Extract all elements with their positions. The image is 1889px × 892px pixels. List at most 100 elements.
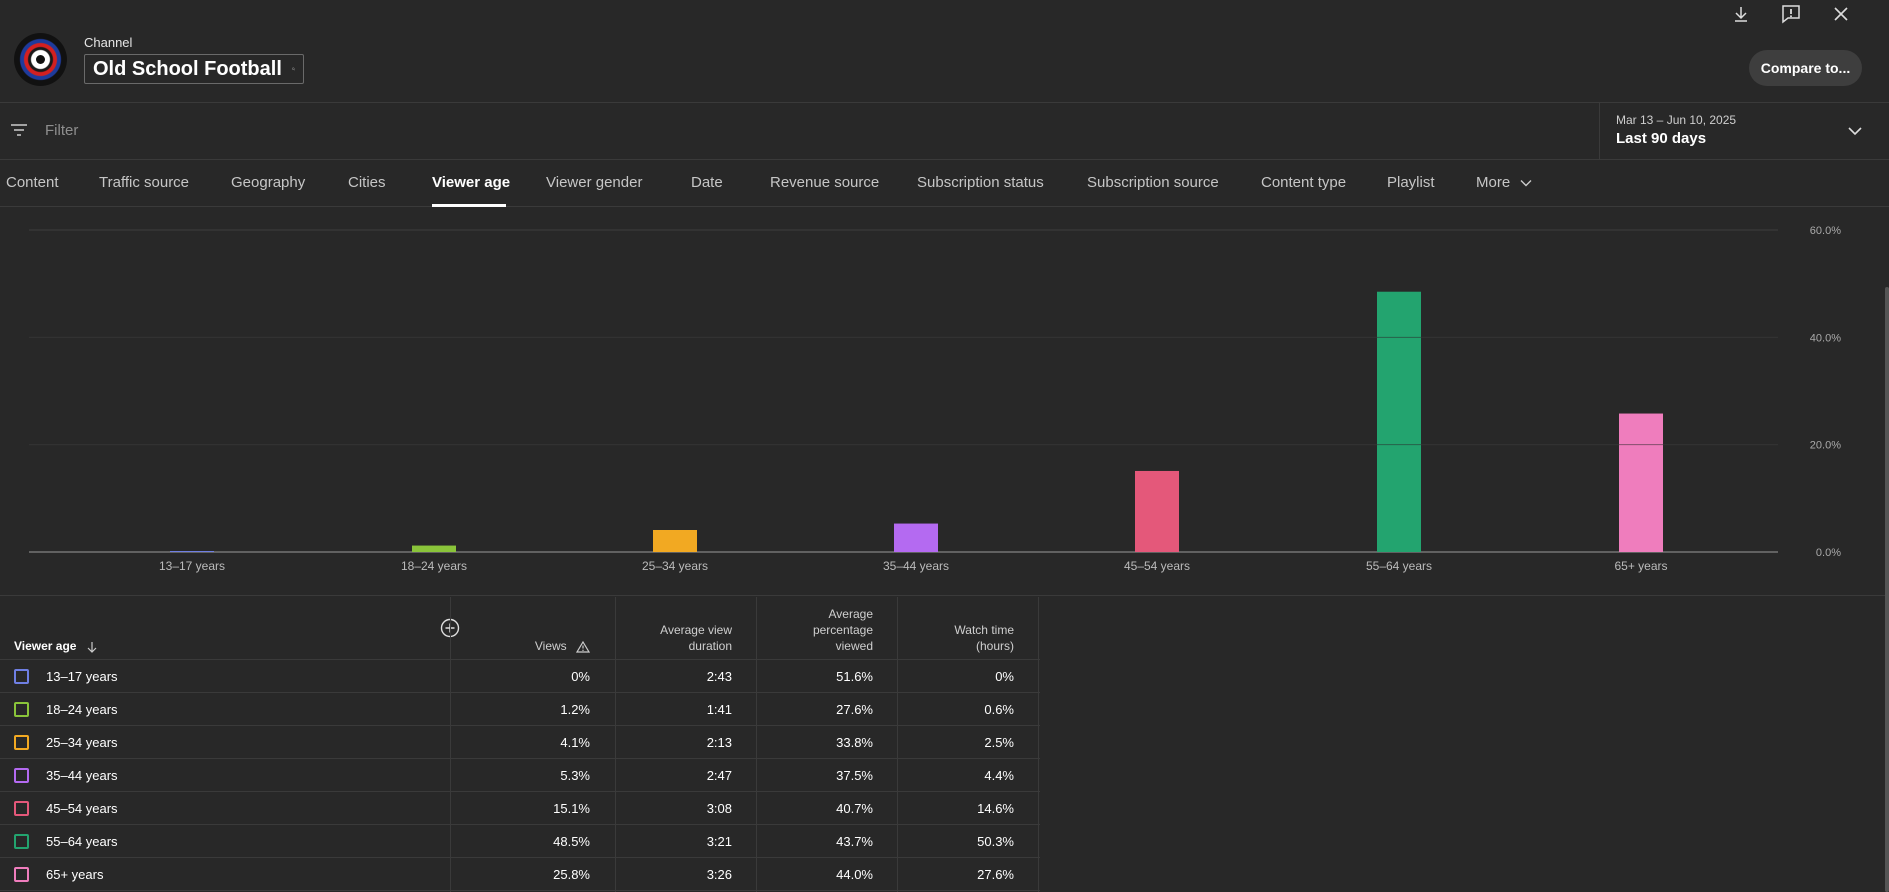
row-label: 55–64 years bbox=[46, 834, 118, 849]
tab-viewer-gender[interactable]: Viewer gender bbox=[546, 174, 643, 191]
date-range-selector[interactable]: Mar 13 – Jun 10, 2025 Last 90 days bbox=[1599, 103, 1889, 160]
channel-name: Old School Football bbox=[93, 57, 282, 80]
tab-playlist[interactable]: Playlist bbox=[1387, 174, 1435, 191]
cell-wt: 50.3% bbox=[977, 834, 1014, 849]
column-header-watch-time[interactable]: Watch time (hours) bbox=[954, 622, 1014, 654]
tab-content[interactable]: Content bbox=[6, 174, 59, 191]
tab-subscription-status[interactable]: Subscription status bbox=[917, 174, 1044, 191]
row-label: 35–44 years bbox=[46, 768, 118, 783]
column-header-line: Average bbox=[828, 607, 873, 621]
cell-avd: 3:26 bbox=[706, 867, 732, 882]
tab-viewer-age[interactable]: Viewer age bbox=[432, 174, 511, 191]
column-divider bbox=[615, 597, 616, 892]
row-label: 13–17 years bbox=[46, 669, 118, 684]
cell-views: 5.3% bbox=[560, 768, 590, 783]
feedback-icon[interactable] bbox=[1779, 2, 1803, 26]
filter-input[interactable]: Filter bbox=[45, 122, 79, 139]
row-label: 45–54 years bbox=[46, 801, 118, 816]
sort-down-icon bbox=[87, 641, 97, 653]
bar[interactable] bbox=[653, 529, 697, 552]
bar[interactable] bbox=[1619, 413, 1663, 552]
cell-views: 4.1% bbox=[560, 735, 590, 750]
bar[interactable] bbox=[1135, 470, 1179, 552]
tab-more[interactable]: More bbox=[1476, 174, 1532, 191]
x-tick-label: 13–17 years bbox=[159, 559, 225, 573]
cell-wt: 2.5% bbox=[984, 735, 1014, 750]
filter-icon[interactable] bbox=[10, 122, 28, 138]
tab-date[interactable]: Date bbox=[691, 174, 723, 191]
column-divider bbox=[756, 597, 757, 892]
column-header-line: percentage bbox=[812, 623, 873, 637]
table-row[interactable]: 65+ years 25.8% 3:26 44.0% 27.6% bbox=[0, 858, 1040, 891]
row-checkbox[interactable] bbox=[14, 867, 29, 882]
row-checkbox[interactable] bbox=[14, 768, 29, 783]
cell-apv: 33.8% bbox=[836, 735, 873, 750]
row-checkbox[interactable] bbox=[14, 834, 29, 849]
download-icon[interactable] bbox=[1729, 2, 1753, 26]
bar[interactable] bbox=[894, 523, 938, 552]
filter-bar: Filter Mar 13 – Jun 10, 2025 Last 90 day… bbox=[0, 103, 1889, 160]
row-label: 25–34 years bbox=[46, 735, 118, 750]
bar[interactable] bbox=[1377, 291, 1421, 552]
cell-wt: 14.6% bbox=[977, 801, 1014, 816]
table-row[interactable]: 25–34 years 4.1% 2:13 33.8% 2.5% bbox=[0, 726, 1040, 759]
cell-wt: 0.6% bbox=[984, 702, 1014, 717]
active-tab-indicator bbox=[432, 204, 506, 207]
x-tick-label: 45–54 years bbox=[1124, 559, 1190, 573]
bar[interactable] bbox=[170, 551, 214, 552]
column-header-avg-view-duration[interactable]: Average view duration bbox=[660, 622, 732, 654]
close-icon[interactable] bbox=[1829, 2, 1853, 26]
bar[interactable] bbox=[412, 545, 456, 552]
date-range-text: Mar 13 – Jun 10, 2025 bbox=[1616, 113, 1737, 127]
warning-icon bbox=[575, 640, 591, 653]
tab-content-type[interactable]: Content type bbox=[1261, 174, 1347, 191]
table-row[interactable]: 13–17 years 0% 2:43 51.6% 0% bbox=[0, 660, 1040, 693]
column-header-views[interactable]: Views bbox=[534, 638, 591, 654]
scrollbar[interactable] bbox=[1885, 287, 1889, 892]
cell-apv: 51.6% bbox=[836, 669, 873, 684]
cell-wt: 27.6% bbox=[977, 867, 1014, 882]
channel-selector[interactable]: Old School Football bbox=[84, 54, 304, 84]
column-header-line: Watch time bbox=[954, 623, 1014, 637]
column-divider bbox=[1038, 597, 1039, 892]
cell-apv: 43.7% bbox=[836, 834, 873, 849]
column-header-line: (hours) bbox=[975, 639, 1014, 653]
column-header-line: viewed bbox=[835, 639, 873, 653]
cell-wt: 0% bbox=[995, 669, 1014, 684]
table-row[interactable]: 18–24 years 1.2% 1:41 27.6% 0.6% bbox=[0, 693, 1040, 726]
column-header-avg-percentage-viewed[interactable]: Average percentage viewed bbox=[813, 606, 873, 654]
row-checkbox[interactable] bbox=[14, 801, 29, 816]
search-icon[interactable] bbox=[292, 61, 295, 77]
cell-views: 25.8% bbox=[553, 867, 590, 882]
table-row[interactable]: 35–44 years 5.3% 2:47 37.5% 4.4% bbox=[0, 759, 1040, 792]
dimension-tabs: Content Traffic source Geography Cities … bbox=[0, 160, 1889, 207]
x-tick-label: 35–44 years bbox=[883, 559, 949, 573]
cell-views: 1.2% bbox=[560, 702, 590, 717]
tab-geography[interactable]: Geography bbox=[231, 174, 306, 191]
tab-traffic-source[interactable]: Traffic source bbox=[99, 174, 190, 191]
tab-cities[interactable]: Cities bbox=[348, 174, 386, 191]
tab-subscription-source[interactable]: Subscription source bbox=[1087, 174, 1219, 191]
cell-avd: 2:47 bbox=[706, 768, 732, 783]
table-row[interactable]: 45–54 years 15.1% 3:08 40.7% 14.6% bbox=[0, 792, 1040, 825]
column-header-label: Views bbox=[534, 639, 567, 653]
row-checkbox[interactable] bbox=[14, 702, 29, 717]
table-row[interactable]: 55–64 years 48.5% 3:21 43.7% 50.3% bbox=[0, 825, 1040, 858]
cell-views: 0% bbox=[571, 669, 590, 684]
column-header-viewer-age[interactable]: Viewer age bbox=[14, 638, 98, 654]
cell-views: 15.1% bbox=[553, 801, 590, 816]
cell-avd: 1:41 bbox=[706, 702, 732, 717]
row-checkbox[interactable] bbox=[14, 735, 29, 750]
chevron-down-icon bbox=[1520, 180, 1532, 187]
cell-apv: 37.5% bbox=[836, 768, 873, 783]
data-table: Viewer age Views Average view duration A… bbox=[0, 597, 1040, 892]
compare-button[interactable]: Compare to... bbox=[1749, 50, 1862, 86]
cell-avd: 3:08 bbox=[706, 801, 732, 816]
row-checkbox[interactable] bbox=[14, 669, 29, 684]
viewer-age-chart: 0.0% 20.0% 40.0% 60.0% 13–17 years 18–24 year… bbox=[0, 208, 1889, 596]
y-tick-label: 60.0% bbox=[1810, 225, 1841, 237]
tab-revenue-source[interactable]: Revenue source bbox=[770, 174, 880, 191]
y-tick-label: 0.0% bbox=[1816, 547, 1841, 559]
row-label: 65+ years bbox=[46, 867, 104, 882]
chevron-down-icon[interactable] bbox=[1847, 123, 1863, 139]
